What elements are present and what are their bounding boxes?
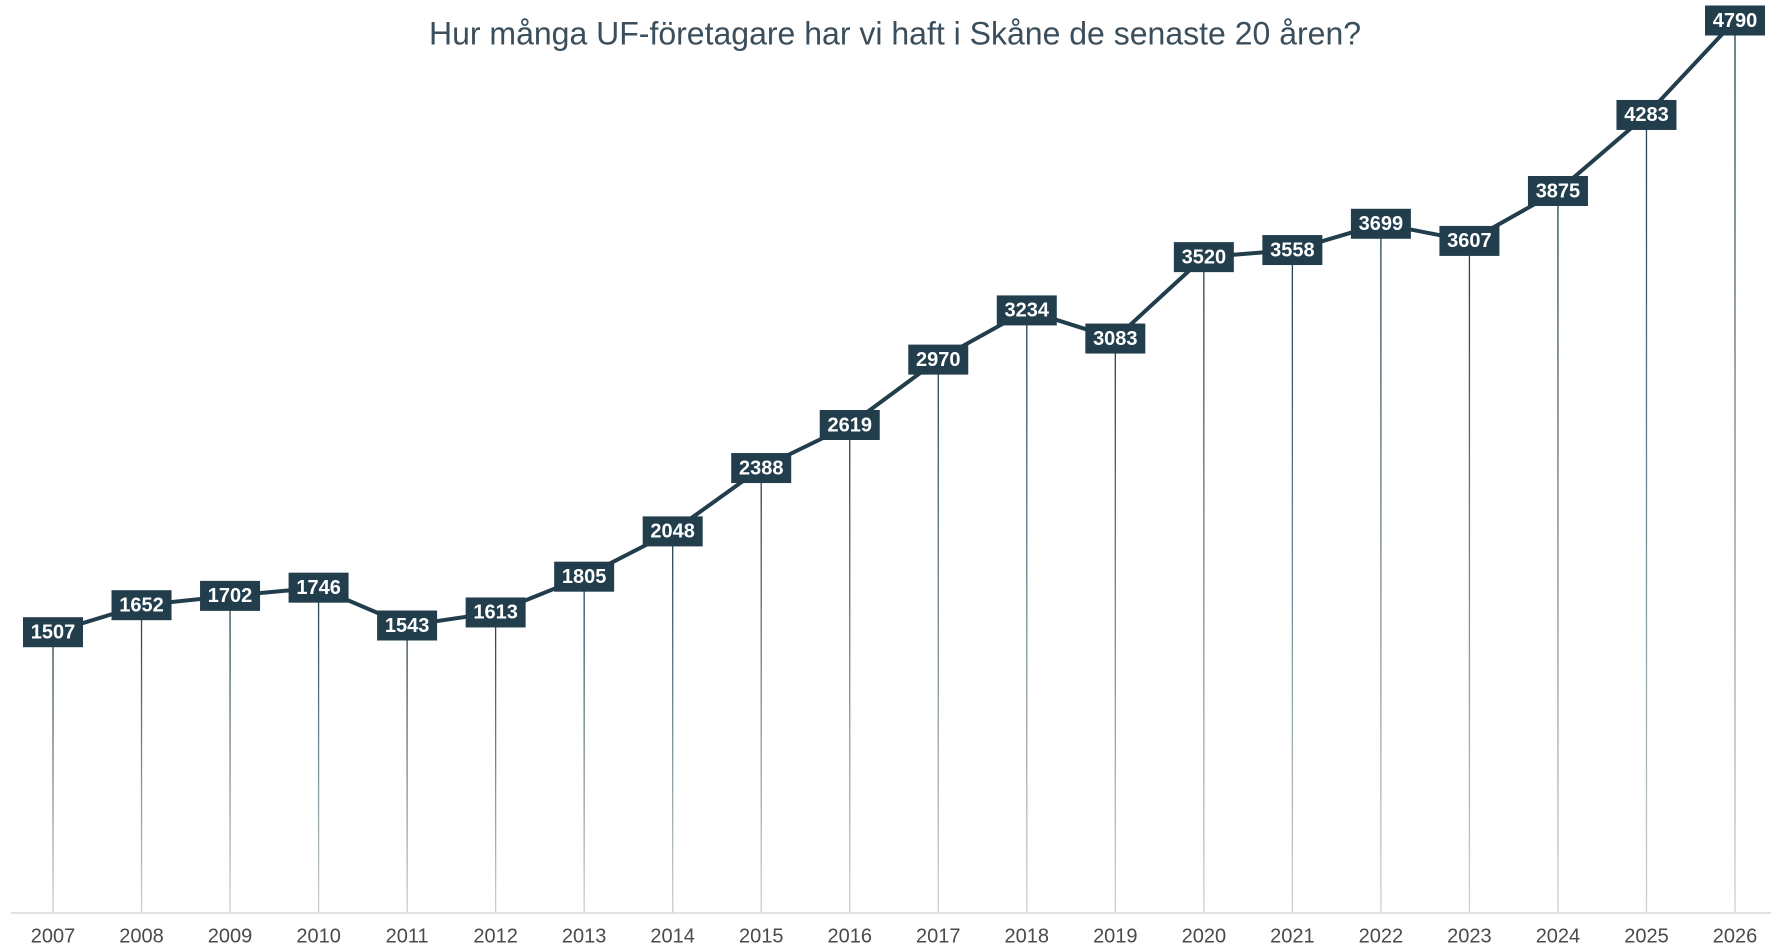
- x-tick-label: 2010: [296, 925, 341, 947]
- data-label: 1746: [296, 577, 341, 599]
- data-label: 2970: [916, 349, 961, 371]
- data-label-box: [1262, 235, 1323, 266]
- data-label-box: [1527, 175, 1588, 206]
- data-label: 3234: [1005, 300, 1050, 322]
- data-label-box: [731, 453, 792, 484]
- x-tick-label: 2020: [1182, 925, 1227, 947]
- x-tick-label: 2007: [31, 925, 76, 947]
- data-label-box: [554, 561, 615, 592]
- data-label-box: [908, 344, 969, 375]
- data-label-box: [642, 516, 703, 547]
- x-tick-label: 2024: [1536, 925, 1581, 947]
- data-label-box: [111, 590, 172, 621]
- data-label: 2388: [739, 457, 784, 479]
- data-label: 1613: [473, 602, 518, 624]
- data-label: 1805: [562, 566, 607, 588]
- data-label: 1702: [208, 585, 253, 607]
- x-tick-label: 2017: [916, 925, 961, 947]
- data-label: 3520: [1182, 246, 1227, 268]
- data-label-box: [200, 580, 261, 611]
- data-label-box: [377, 610, 438, 641]
- x-tick-label: 2026: [1713, 925, 1758, 947]
- x-tick-label: 2023: [1447, 925, 1492, 947]
- data-label-box: [1439, 225, 1500, 256]
- x-tick-label: 2009: [208, 925, 253, 947]
- data-label-box: [288, 572, 349, 603]
- data-label-box: [1705, 5, 1765, 36]
- data-label: 1543: [385, 615, 430, 637]
- data-label: 2048: [650, 521, 695, 543]
- x-tick-label: 2015: [739, 925, 784, 947]
- x-tick-label: 2016: [827, 925, 872, 947]
- chart-subtitle: Hur många UF-företagare har vi haft i Sk…: [429, 15, 1361, 51]
- data-label-box: [1616, 99, 1677, 130]
- data-label-box: [1173, 242, 1234, 273]
- data-label: 1652: [119, 594, 164, 616]
- x-tick-label: 2025: [1624, 925, 1669, 947]
- data-label: 3558: [1270, 239, 1315, 261]
- data-label-box: [819, 410, 880, 441]
- data-label: 3083: [1093, 328, 1138, 350]
- data-label: 2619: [827, 414, 872, 436]
- data-label: 3607: [1447, 230, 1492, 252]
- x-tick-label: 2014: [650, 925, 695, 947]
- data-label: 3699: [1359, 213, 1404, 235]
- data-label-box: [996, 295, 1057, 326]
- x-tick-label: 2011: [386, 925, 429, 947]
- x-tick-label: 2019: [1093, 925, 1138, 947]
- data-label: 4283: [1624, 104, 1669, 126]
- x-tick-label: 2008: [119, 925, 164, 947]
- data-label: 3875: [1536, 180, 1581, 202]
- x-tick-label: 2018: [1005, 925, 1050, 947]
- data-label-box: [23, 617, 83, 648]
- data-label-box: [1350, 208, 1411, 239]
- x-tick-label: 2022: [1359, 925, 1404, 947]
- data-label: 4790: [1713, 10, 1758, 32]
- line-series: [52, 19, 1737, 635]
- data-label-box: [465, 597, 526, 628]
- data-label-box: [1085, 323, 1146, 354]
- x-tick-label: 2012: [473, 925, 518, 947]
- x-tick-label: 2013: [562, 925, 607, 947]
- data-label: 1507: [31, 621, 76, 643]
- x-tick-label: 2021: [1270, 925, 1315, 947]
